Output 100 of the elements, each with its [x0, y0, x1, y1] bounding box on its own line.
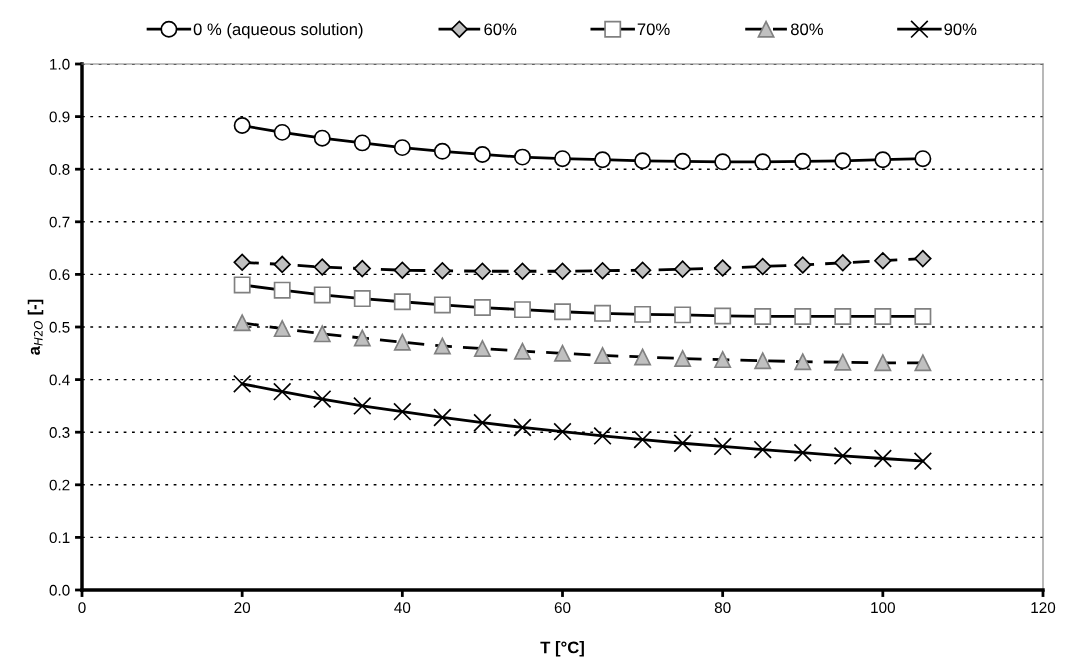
point [273, 320, 291, 338]
point [713, 437, 732, 456]
x-tick-label: 40 [394, 602, 411, 614]
point [313, 325, 331, 343]
point [674, 350, 692, 368]
point [473, 299, 491, 317]
point [794, 308, 812, 325]
point [433, 337, 451, 355]
point [233, 276, 251, 294]
point [713, 259, 732, 277]
point [874, 252, 892, 270]
point [754, 308, 772, 325]
point [594, 151, 612, 169]
point [313, 129, 331, 147]
point [673, 260, 692, 278]
point [754, 257, 772, 276]
point [914, 354, 932, 372]
x-tick-label: 20 [234, 602, 251, 614]
point [273, 255, 291, 274]
point [793, 443, 812, 462]
point [834, 353, 852, 371]
point [273, 123, 291, 141]
y-tick-label: 0.7 [49, 216, 70, 228]
point [634, 152, 652, 170]
x-tick-label: 80 [714, 602, 731, 614]
point [754, 352, 772, 370]
point [473, 145, 491, 163]
point [834, 152, 852, 170]
point [313, 286, 331, 304]
point [914, 150, 932, 168]
point [633, 261, 652, 279]
point [794, 353, 812, 371]
point [913, 451, 933, 471]
point [593, 262, 612, 280]
y-tick-label: 0.3 [49, 427, 70, 438]
point [273, 382, 292, 401]
point [393, 333, 411, 351]
point [633, 430, 652, 449]
point [513, 262, 532, 280]
point [754, 153, 772, 171]
point [794, 152, 812, 170]
point [393, 293, 411, 311]
point [353, 134, 371, 152]
point [554, 150, 571, 168]
point [674, 306, 692, 324]
point [353, 290, 371, 308]
x-tick-label: 0 [78, 602, 86, 614]
point [233, 253, 251, 271]
point [873, 449, 893, 468]
point [313, 389, 332, 409]
point [353, 259, 371, 278]
x-tick-label: 60 [554, 602, 571, 614]
point [353, 329, 371, 347]
point [594, 304, 612, 322]
point [233, 314, 251, 332]
point [232, 374, 252, 393]
x-tick-label: 100 [871, 602, 895, 614]
point [393, 139, 411, 157]
y-tick-label: 0.8 [49, 164, 70, 175]
point [554, 344, 571, 362]
point [714, 153, 732, 171]
point [714, 307, 732, 325]
point [433, 296, 451, 314]
point [433, 408, 452, 427]
point [553, 262, 572, 280]
point [473, 340, 491, 358]
point [553, 422, 572, 441]
point [593, 426, 612, 446]
y-tick-label: 0.5 [49, 321, 70, 333]
point [874, 354, 892, 372]
legend-label: 90% [944, 23, 977, 36]
point [914, 249, 932, 268]
point [473, 262, 492, 280]
y-tick-label: 0.1 [49, 532, 70, 544]
point [393, 261, 412, 279]
y-tick-label: 0.4 [49, 374, 70, 386]
point [634, 348, 652, 366]
point [753, 440, 772, 459]
point [874, 151, 892, 169]
point [673, 434, 692, 453]
point [794, 256, 812, 274]
legend-label: 0 % (aqueous solution) [193, 22, 363, 39]
point [513, 342, 531, 360]
point [473, 413, 492, 432]
point [233, 117, 251, 135]
y-axis-title: a$_{H2O}$ [-] [27, 299, 44, 355]
point [513, 148, 531, 166]
y-tick-label: 0.6 [49, 269, 70, 281]
point [674, 152, 692, 170]
x-tick-label: 120 [1031, 602, 1056, 614]
legend-label: 80% [790, 23, 823, 36]
point [433, 262, 452, 280]
point [273, 281, 291, 299]
point [353, 396, 372, 416]
legend-label: 60% [484, 23, 517, 36]
point [433, 142, 451, 160]
y-tick-label: 0.9 [49, 111, 70, 123]
point [313, 258, 331, 276]
point [833, 446, 852, 466]
point [834, 308, 852, 325]
